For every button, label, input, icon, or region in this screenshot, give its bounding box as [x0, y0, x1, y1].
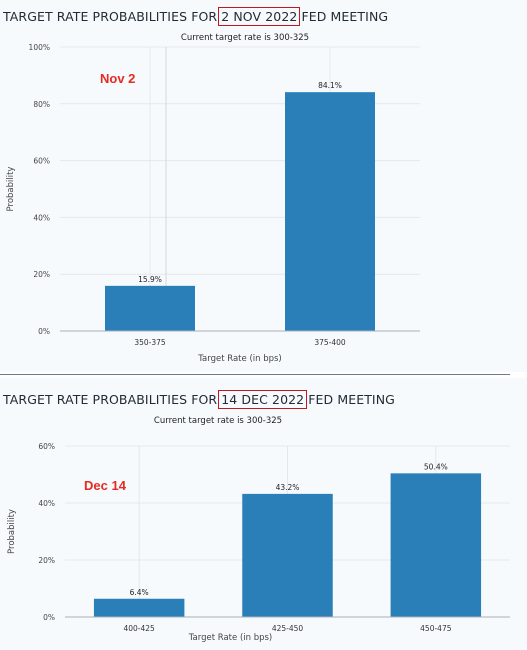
bar-425-450	[242, 493, 333, 617]
y-tick-label: 0%	[38, 327, 50, 336]
x-axis-title: Target Rate (in bps)	[188, 633, 273, 643]
bar-400-425	[93, 598, 185, 617]
chart-subtitle: Current target rate is 300-325	[181, 33, 309, 43]
y-tick-label: 60%	[38, 442, 55, 451]
chart-subtitle: Current target rate is 300-325	[154, 416, 282, 426]
bar-value-label: 6.4%	[130, 588, 149, 597]
y-axis-title: Probability	[6, 167, 16, 212]
x-tick-label: 425-450	[272, 624, 304, 633]
bar-350-375	[105, 285, 195, 331]
chart-heading: TARGET RATE PROBABILITIES FOR 14 DEC 2022…	[3, 390, 395, 409]
chart-background	[0, 0, 527, 372]
bar-value-label: 50.4%	[424, 462, 448, 471]
x-tick-label: 350-375	[134, 338, 166, 347]
heading-suffix: FED MEETING	[308, 392, 395, 407]
bar-375-400	[285, 92, 375, 331]
x-tick-label: 450-475	[420, 624, 452, 633]
y-tick-label: 100%	[29, 43, 50, 52]
heading-prefix: TARGET RATE PROBABILITIES FOR	[3, 9, 218, 24]
heading-date-highlight: 2 NOV 2022	[218, 7, 301, 26]
chart-panel-dec: Current target rate is 300-325 0% 20% 40% 60…	[0, 378, 527, 650]
heading-date-highlight: 14 DEC 2022	[218, 390, 308, 409]
bar-chart-nov: Current target rate is 300-325 0% 20% 40% 60…	[6, 33, 420, 364]
chart-panel-nov: Current target rate is 300-325 0% 20% 40% 60…	[0, 0, 527, 372]
heading-suffix: FED MEETING	[301, 9, 389, 24]
chart-heading: TARGET RATE PROBABILITIES FOR 2 NOV 2022 F…	[3, 7, 389, 26]
y-tick-label: 60%	[33, 157, 50, 166]
x-tick-label: 375-400	[314, 338, 346, 347]
chart-annotation: Nov 2	[100, 71, 135, 86]
y-tick-label: 40%	[33, 213, 50, 222]
bar-value-label: 15.9%	[138, 275, 162, 284]
y-tick-label: 20%	[33, 270, 50, 279]
y-tick-label: 20%	[38, 556, 55, 565]
chart-annotation: Dec 14	[84, 478, 127, 493]
bar-value-label: 84.1%	[318, 81, 342, 90]
y-tick-label: 40%	[38, 499, 55, 508]
bar-450-475	[390, 473, 482, 617]
y-tick-label: 80%	[33, 100, 50, 109]
heading-prefix: TARGET RATE PROBABILITIES FOR	[3, 392, 218, 407]
x-tick-label: 400-425	[123, 624, 155, 633]
bar-chart-dec: Current target rate is 300-325 0% 20% 40% 60…	[7, 416, 510, 643]
panel-divider	[0, 374, 510, 375]
x-axis-title: Target Rate (in bps)	[197, 354, 282, 364]
y-tick-label: 0%	[43, 613, 55, 622]
y-axis-title: Probability	[7, 509, 17, 554]
bar-value-label: 43.2%	[276, 483, 300, 492]
